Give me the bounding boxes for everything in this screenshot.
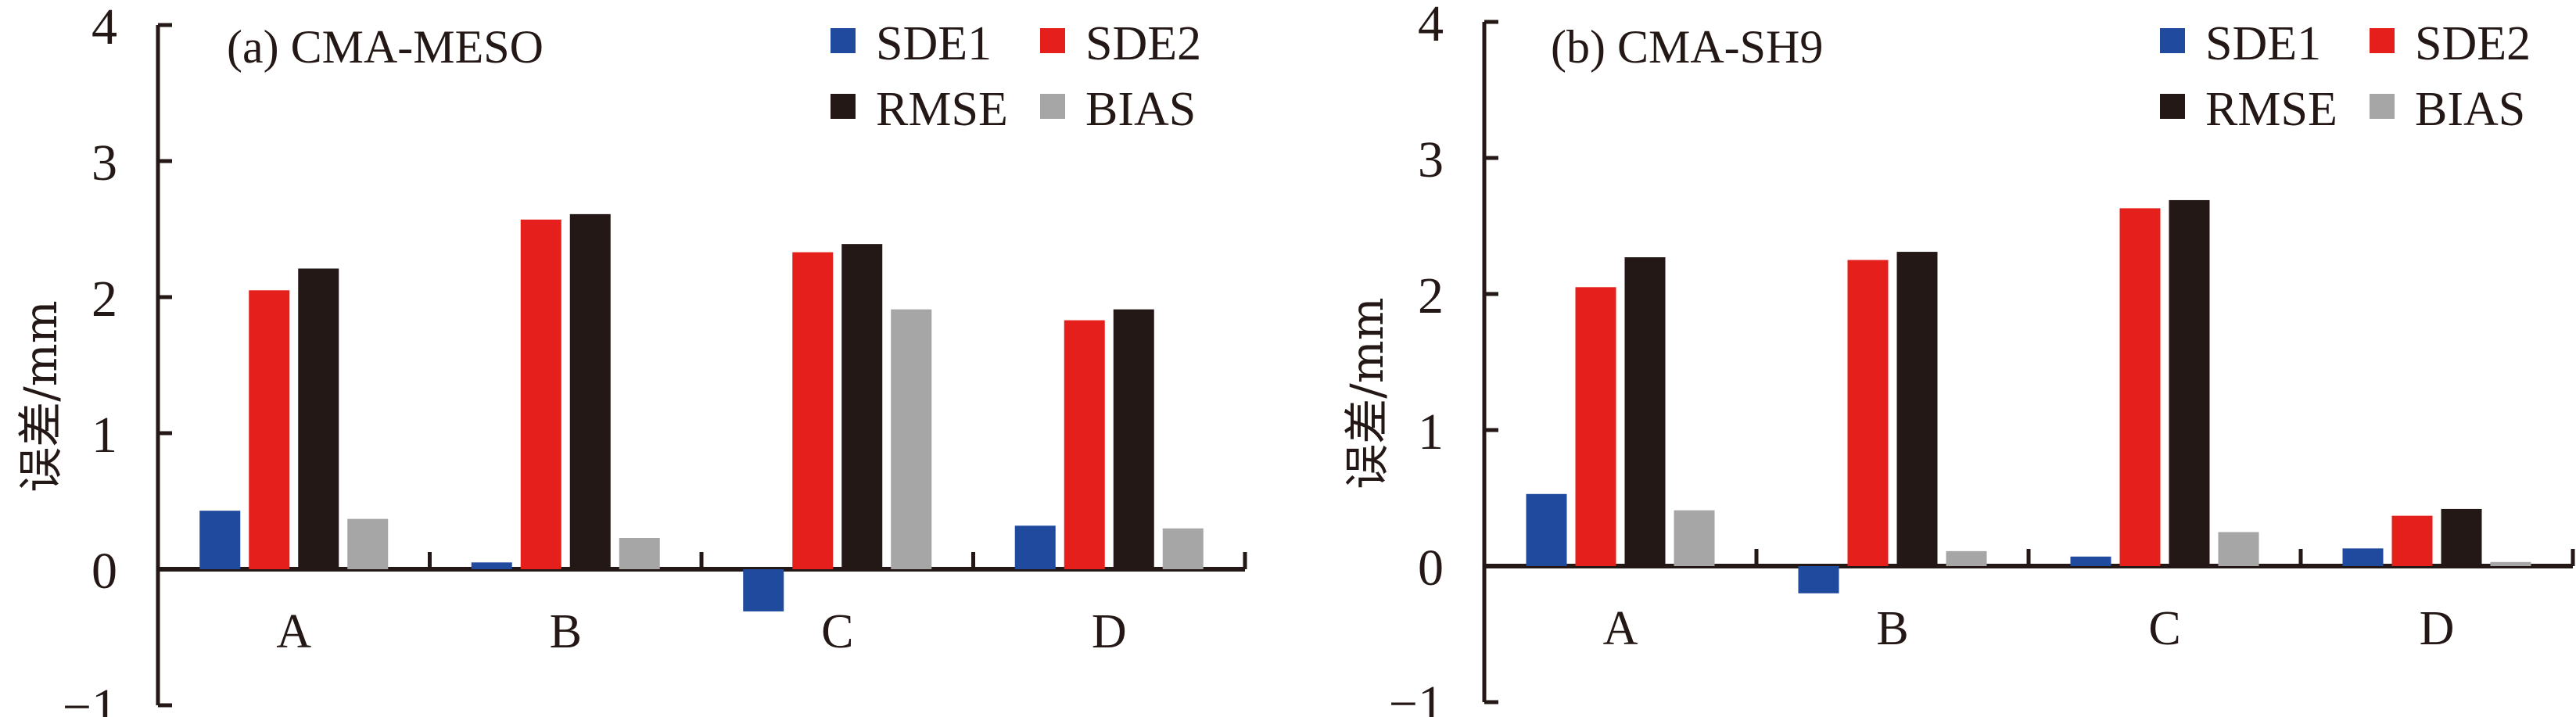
y-tick-label: 0 bbox=[91, 543, 117, 600]
legend-label-sde2: SDE2 bbox=[2415, 17, 2531, 70]
legend: SDE1 SDE2 RMSE BIAS bbox=[831, 17, 1201, 136]
x-tick-label: C bbox=[2148, 602, 2180, 655]
y-tick-label: 1 bbox=[91, 407, 117, 464]
legend-swatch-bias bbox=[1040, 94, 1065, 119]
chart-panel-a: −1 0 1 2 3 4 误差/mm A B C D (a) CMA-MESO SDE1 SDE2 RMSE… bbox=[14, 0, 1247, 717]
bar-bias-a bbox=[1674, 510, 1715, 566]
bar-sde1-c bbox=[2070, 556, 2111, 566]
bar-sde2-b bbox=[1847, 260, 1889, 566]
legend-label-sde1: SDE1 bbox=[2205, 17, 2321, 70]
bar-rmse-c bbox=[2169, 199, 2210, 566]
bar-rmse-a bbox=[1624, 257, 1666, 566]
chart-title: (b) CMA-SH9 bbox=[1551, 21, 1823, 73]
x-tick-label: B bbox=[550, 605, 582, 658]
chart-title: (a) CMA-MESO bbox=[227, 21, 544, 73]
bar-bias-c bbox=[2218, 532, 2259, 566]
legend-label-sde2: SDE2 bbox=[1085, 17, 1201, 70]
y-tick-label: 4 bbox=[91, 0, 117, 56]
bar-bias-d bbox=[1162, 528, 1204, 569]
bar-sde1-d bbox=[2342, 548, 2384, 566]
legend-label-bias: BIAS bbox=[2415, 83, 2525, 136]
y-tick-label: 2 bbox=[91, 271, 117, 328]
x-tick-label: D bbox=[1092, 605, 1127, 658]
bar-sde2-d bbox=[1064, 320, 1105, 569]
bar-sde2-d bbox=[2391, 515, 2433, 566]
bar-sde2-c bbox=[2119, 208, 2161, 566]
bar-sde1-c bbox=[743, 569, 784, 611]
y-tick-label: 4 bbox=[1418, 0, 1444, 52]
y-tick-label: 1 bbox=[1418, 403, 1444, 461]
bar-bias-b bbox=[619, 537, 660, 569]
bar-rmse-b bbox=[569, 213, 611, 569]
x-tick-label: C bbox=[821, 605, 853, 658]
y-tick-label: 3 bbox=[91, 134, 117, 192]
legend-swatch-sde2 bbox=[2370, 28, 2395, 53]
legend-swatch-sde2 bbox=[1040, 28, 1065, 53]
y-tick-label: 0 bbox=[1418, 540, 1444, 597]
bar-sde1-a bbox=[1526, 493, 1567, 566]
legend-swatch-rmse bbox=[2160, 94, 2185, 119]
x-tick-label: A bbox=[276, 605, 311, 658]
bar-sde1-b bbox=[471, 562, 512, 569]
bar-sde2-b bbox=[520, 219, 561, 569]
legend: SDE1 SDE2 RMSE BIAS bbox=[2160, 17, 2531, 136]
bar-rmse-c bbox=[841, 244, 883, 569]
bar-bias-a bbox=[347, 518, 389, 569]
y-axis-label: 误差/mm bbox=[1340, 297, 1394, 489]
y-tick-label: 3 bbox=[1418, 131, 1444, 188]
y-axis-label: 误差/mm bbox=[14, 300, 67, 493]
legend-label-sde1: SDE1 bbox=[876, 17, 992, 70]
bar-bias-d bbox=[2490, 561, 2531, 566]
chart-panel-b: −1 0 1 2 3 4 误差/mm A B C D (b) CMA-SH9 SDE1 SDE2 RMSE B… bbox=[1340, 0, 2575, 717]
legend-label-bias: BIAS bbox=[1085, 83, 1196, 136]
bar-sde2-a bbox=[249, 290, 290, 569]
bar-sde2-a bbox=[1575, 287, 1616, 566]
bar-sde1-d bbox=[1014, 525, 1056, 569]
bar-sde1-b bbox=[1798, 566, 1839, 593]
legend-label-rmse: RMSE bbox=[876, 83, 1008, 136]
y-tick-label: 2 bbox=[1418, 267, 1444, 324]
bar-sde2-c bbox=[792, 252, 834, 569]
legend-swatch-sde1 bbox=[831, 28, 856, 53]
legend-swatch-bias bbox=[2370, 94, 2395, 119]
bar-rmse-b bbox=[1896, 252, 1938, 566]
bar-bias-b bbox=[1946, 550, 1987, 566]
bar-sde1-a bbox=[199, 511, 241, 569]
x-tick-label: A bbox=[1603, 602, 1638, 655]
y-tick-label: −1 bbox=[1389, 676, 1444, 717]
x-tick-label: D bbox=[2420, 602, 2455, 655]
bar-rmse-d bbox=[1113, 309, 1154, 569]
bar-bias-c bbox=[891, 309, 932, 569]
legend-swatch-rmse bbox=[831, 94, 856, 119]
y-tick-label: −1 bbox=[63, 679, 117, 717]
legend-swatch-sde1 bbox=[2160, 28, 2185, 53]
bar-rmse-a bbox=[298, 268, 339, 569]
bar-rmse-d bbox=[2441, 508, 2482, 566]
x-tick-label: B bbox=[1876, 602, 1908, 655]
legend-label-rmse: RMSE bbox=[2205, 83, 2337, 136]
